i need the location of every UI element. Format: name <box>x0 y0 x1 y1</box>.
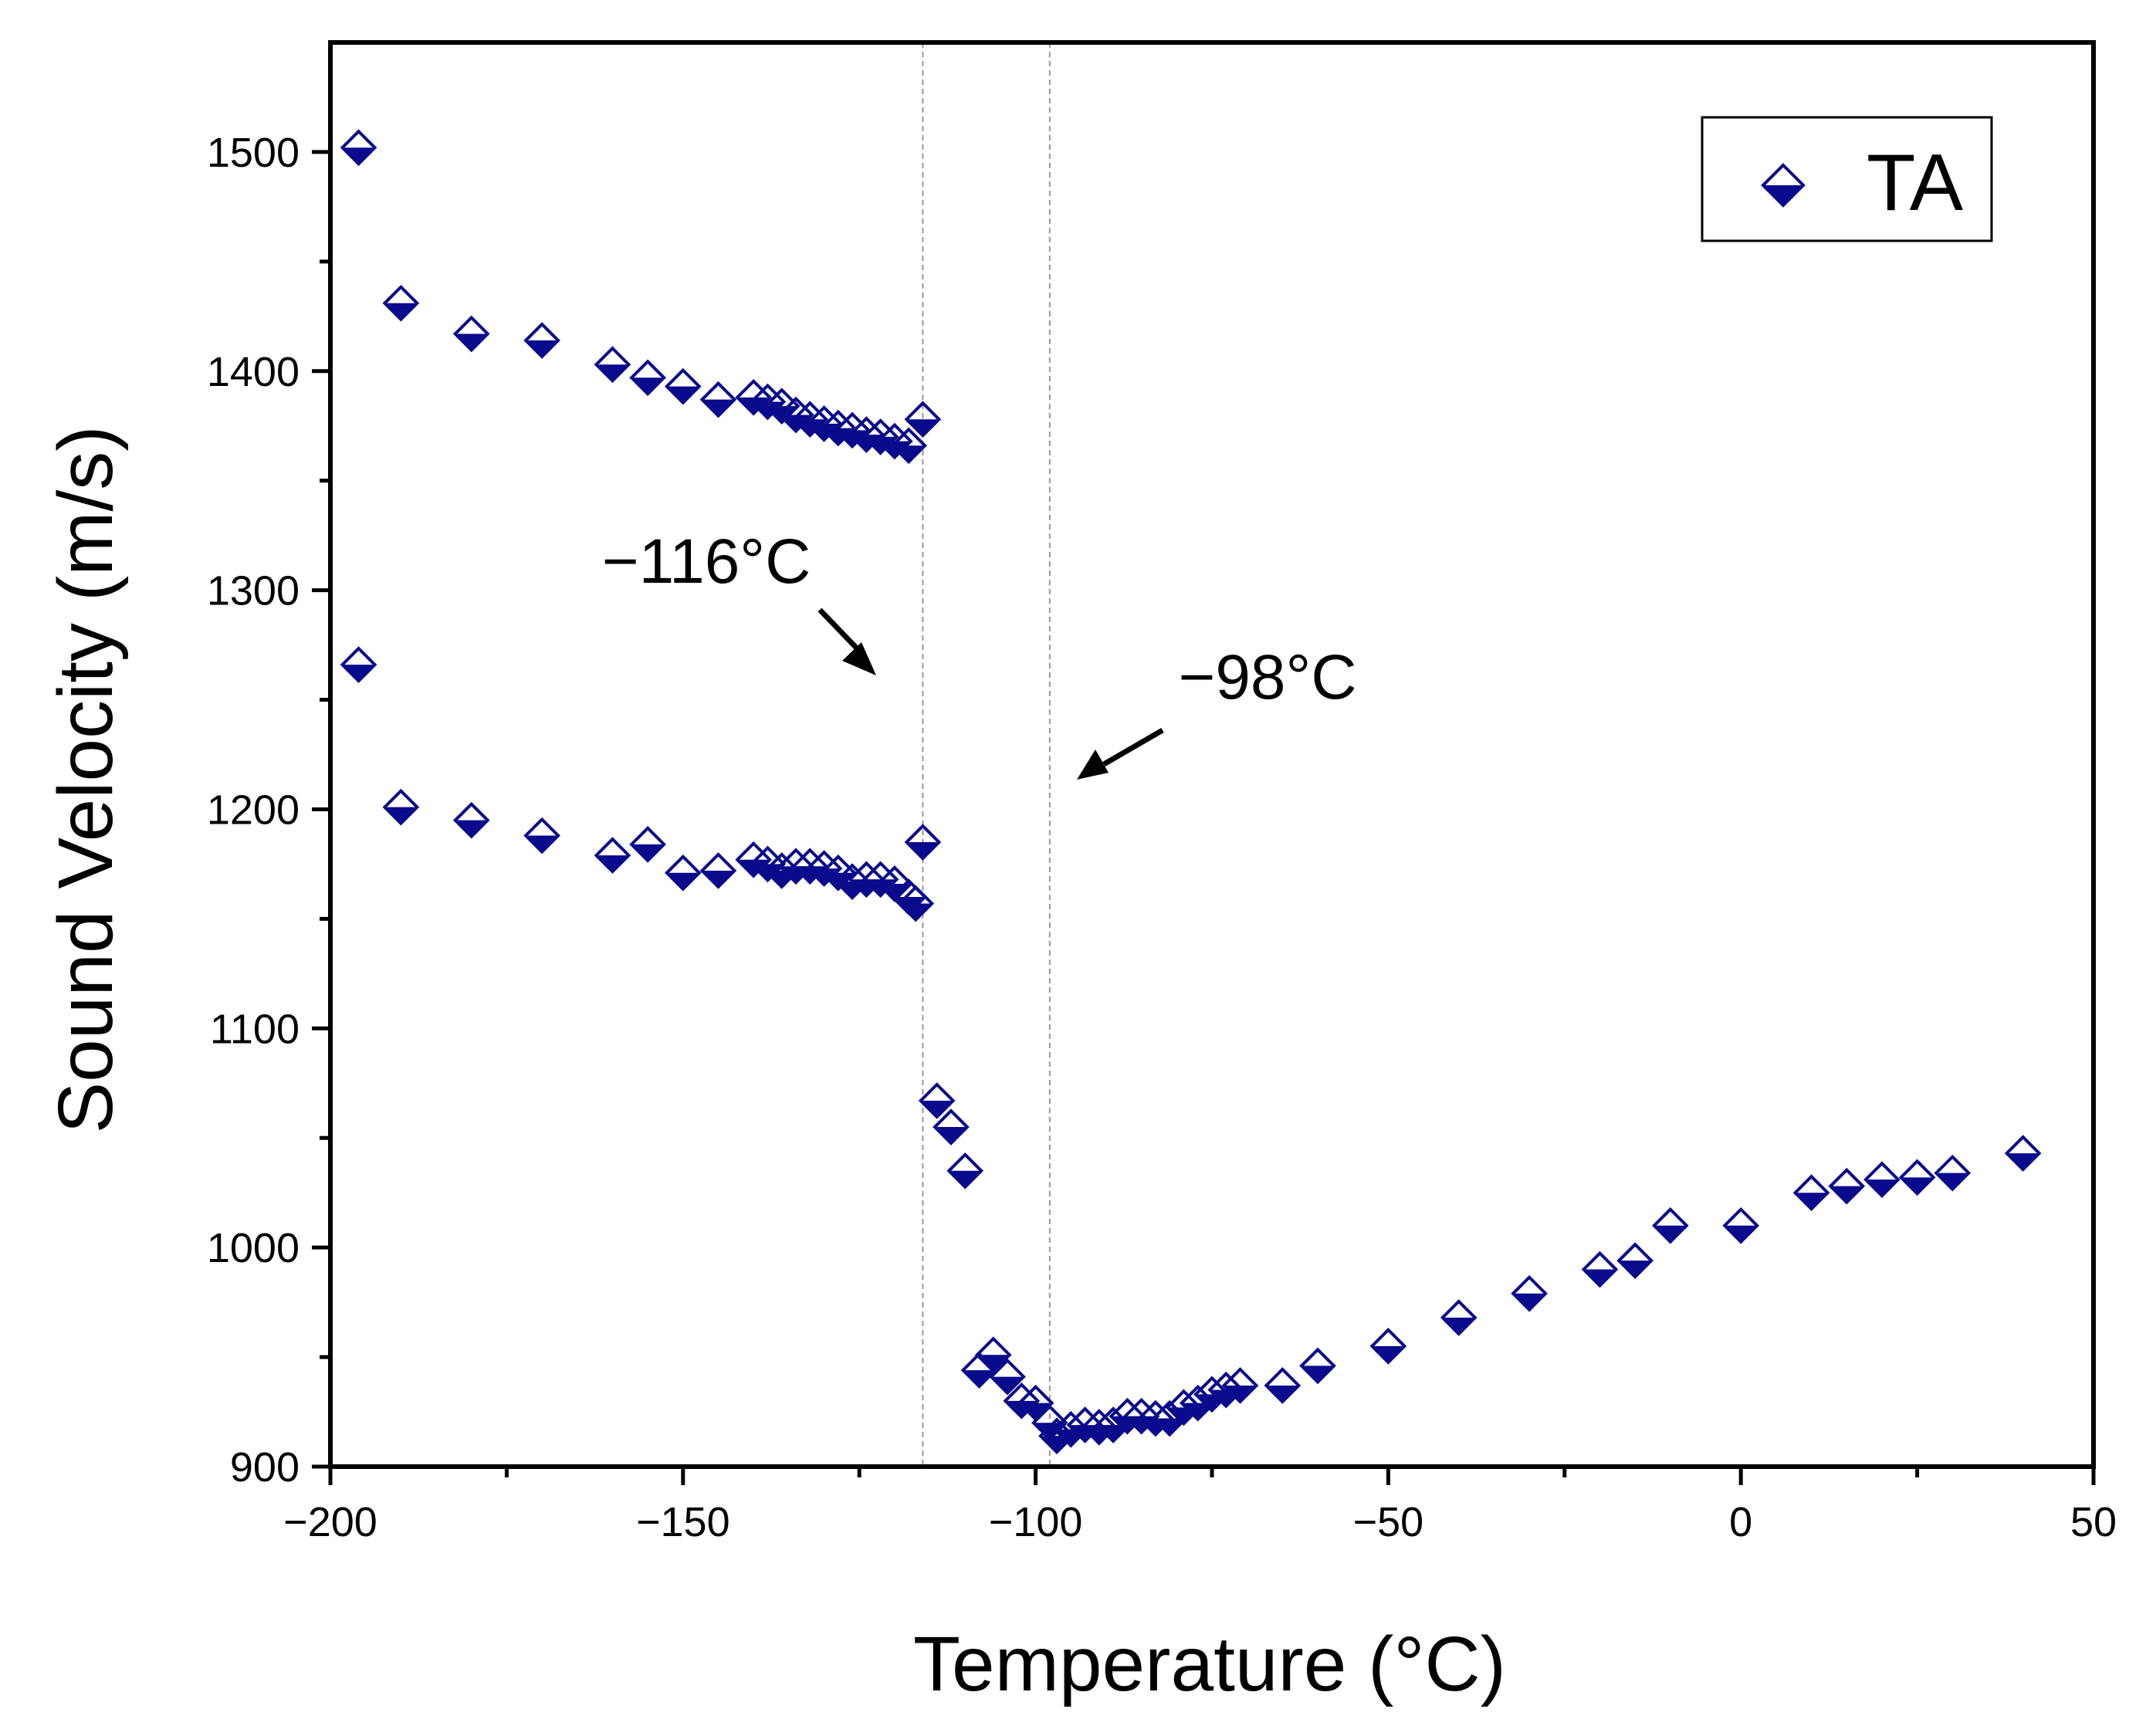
x-tick-label: 50 <box>2070 1499 2117 1545</box>
data-point <box>989 1358 1026 1396</box>
data-point <box>664 854 702 892</box>
x-tick-label: −150 <box>636 1499 730 1545</box>
data-point <box>1828 1167 1866 1205</box>
y-tick-label: 1000 <box>207 1225 300 1271</box>
data-point <box>629 359 666 397</box>
data-point <box>890 427 927 465</box>
data-point <box>699 381 737 418</box>
annotation-minus-116: −116°C <box>602 526 811 597</box>
data-point <box>629 826 666 863</box>
arrow-minus-116 <box>817 607 876 675</box>
y-axis-title: Sound Velocity (m/s) <box>42 425 129 1133</box>
data-point <box>1299 1347 1336 1385</box>
data-point <box>1722 1206 1760 1244</box>
data-point <box>1934 1154 1972 1192</box>
data-point <box>1264 1367 1301 1404</box>
data-point <box>664 367 702 405</box>
legend-box <box>1701 116 1993 242</box>
y-tick-label: 1500 <box>207 130 300 176</box>
data-point <box>946 1152 984 1189</box>
data-point <box>1652 1206 1689 1244</box>
data-point <box>452 315 490 353</box>
x-axis-title: Temperature (°C) <box>913 1621 1506 1707</box>
data-point <box>1369 1328 1407 1365</box>
data-point <box>897 885 935 922</box>
data-point <box>1221 1367 1259 1404</box>
legend: TA <box>1701 116 1993 242</box>
y-tick-label: 1200 <box>207 787 300 833</box>
data-point <box>1898 1159 1936 1196</box>
x-tick-label: −50 <box>1353 1499 1424 1545</box>
plot-frame <box>328 40 2096 1469</box>
data-point <box>1863 1161 1901 1198</box>
data-point <box>452 801 490 839</box>
data-point <box>1511 1274 1548 1312</box>
data-point <box>594 346 631 384</box>
legend-marker-icon <box>1761 163 1806 208</box>
data-point <box>904 824 942 861</box>
y-tick-label: 1400 <box>207 349 300 395</box>
data-point <box>523 817 560 854</box>
data-point <box>382 284 420 322</box>
y-tick-label: 1300 <box>207 568 300 614</box>
data-point <box>594 837 631 874</box>
data-point <box>974 1336 1012 1374</box>
y-tick-label: 1100 <box>210 1006 300 1052</box>
data-point <box>2004 1135 2042 1172</box>
legend-label: TA <box>1867 138 1964 228</box>
annotation-minus-98: −98°C <box>1178 642 1356 712</box>
data-point <box>904 401 942 438</box>
data-point <box>1440 1299 1477 1336</box>
data-points <box>340 129 2042 1455</box>
data-point <box>1616 1242 1654 1280</box>
data-point <box>382 788 420 826</box>
data-point <box>1581 1250 1619 1288</box>
x-tick-label: 0 <box>1729 1499 1752 1545</box>
data-point <box>699 852 737 889</box>
data-point <box>523 322 560 359</box>
vertical-guide-lines <box>922 42 1051 1467</box>
y-tick-label: 900 <box>230 1444 300 1491</box>
data-point <box>1792 1174 1830 1212</box>
data-point <box>918 1082 956 1119</box>
arrow-minus-98 <box>1077 727 1164 780</box>
x-tick-label: −200 <box>283 1499 377 1545</box>
data-point <box>340 129 377 167</box>
axis-ticks <box>312 150 2096 1485</box>
data-point <box>340 646 377 683</box>
data-point <box>933 1108 970 1145</box>
x-tick-labels: −200 −150 −100 −50 0 50 <box>283 1499 2117 1545</box>
legend-diamond <box>1761 163 1806 208</box>
x-tick-label: −100 <box>989 1499 1083 1545</box>
y-tick-labels: 900 1000 1100 1200 1300 1400 1500 <box>207 130 300 1491</box>
